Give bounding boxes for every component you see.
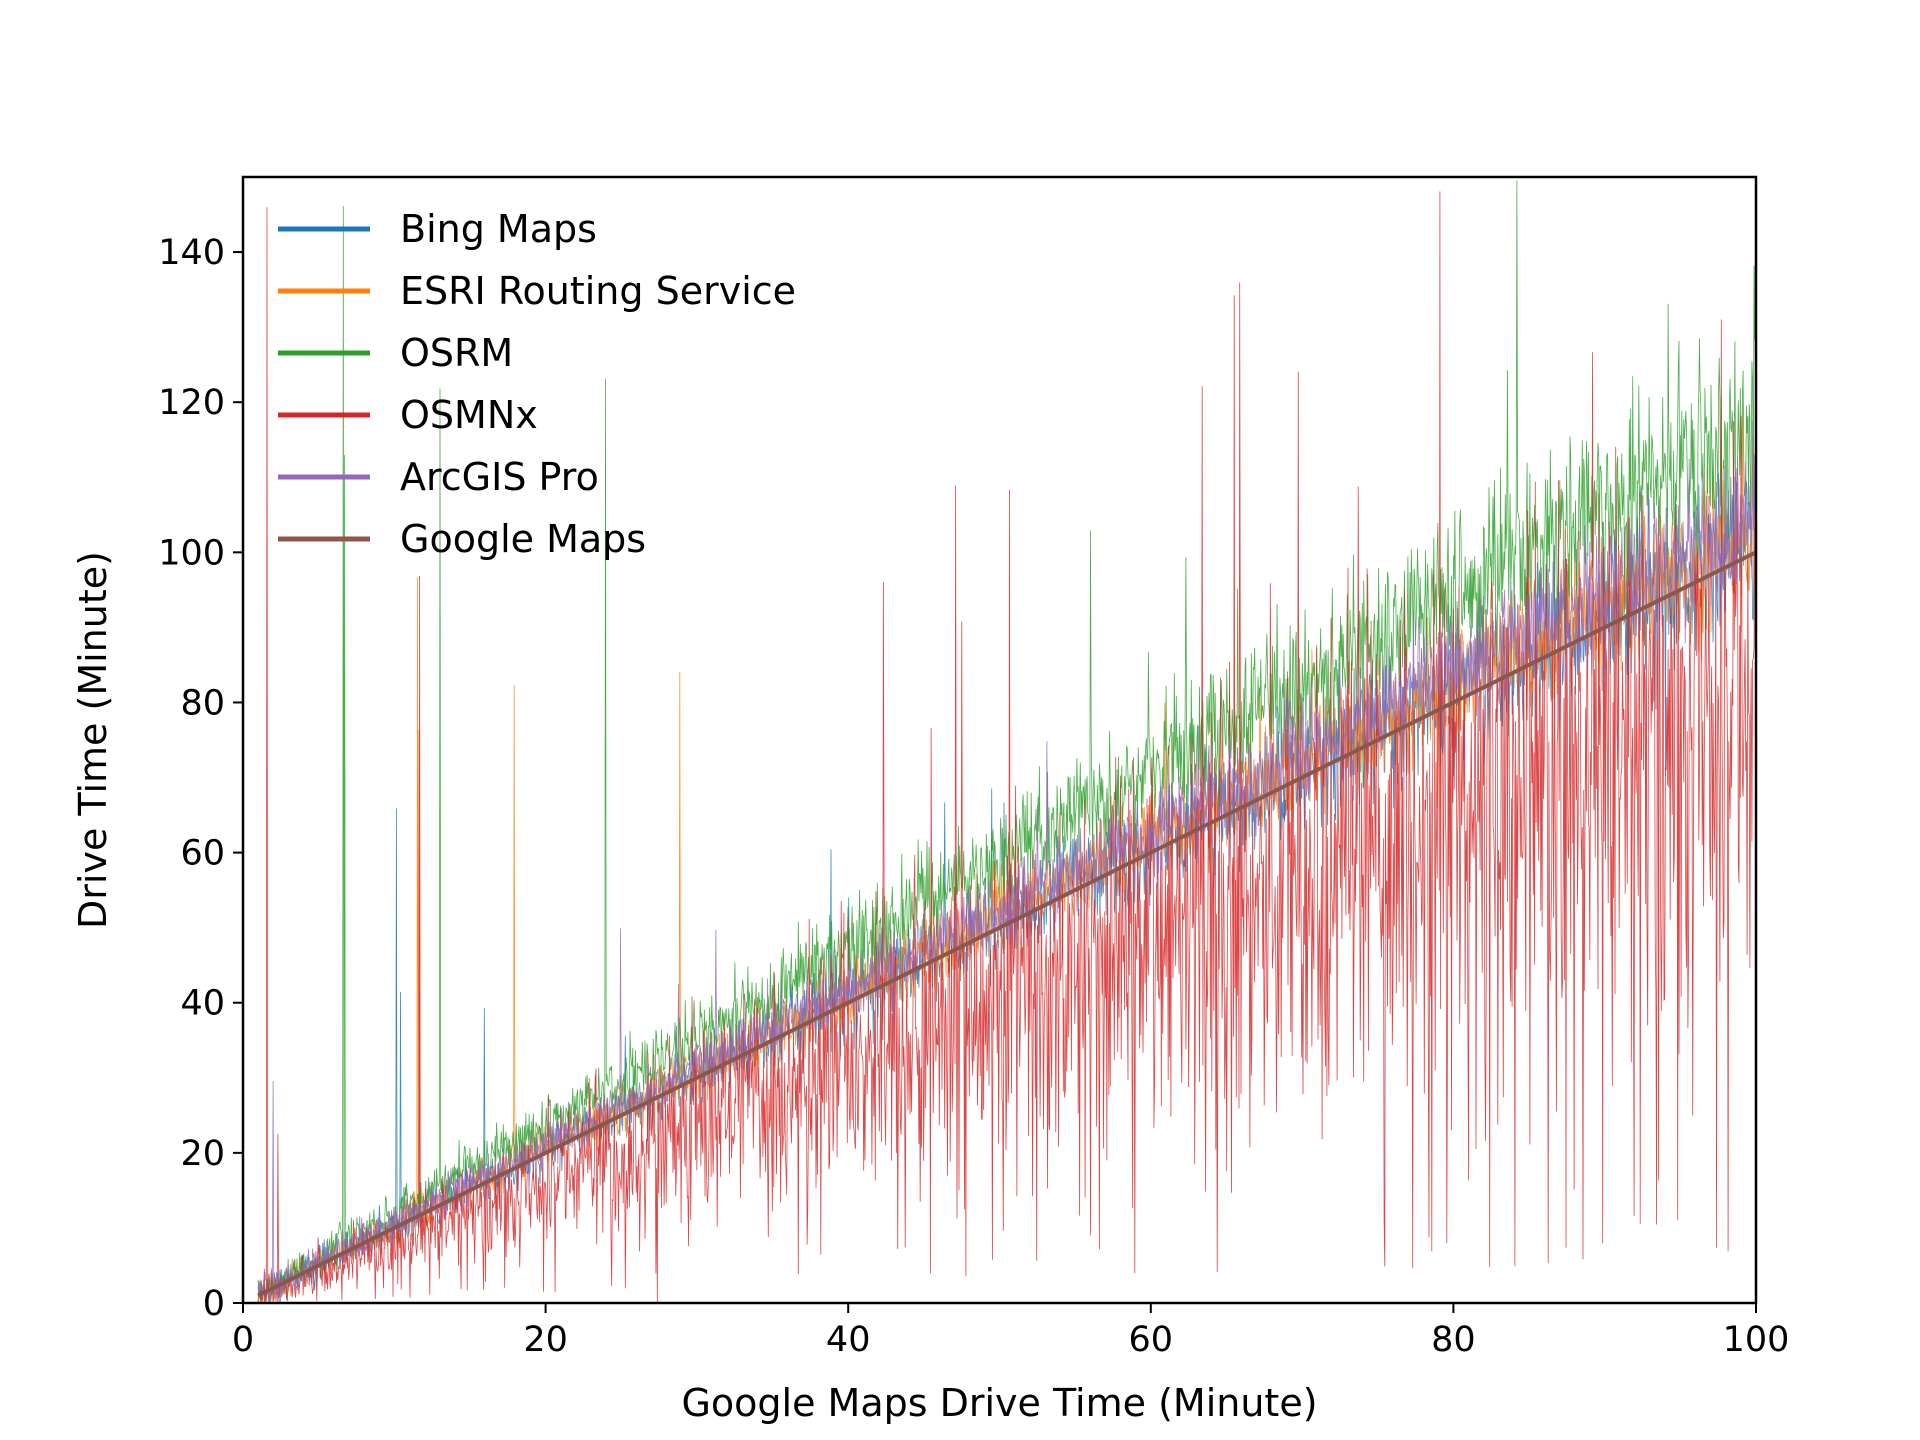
y-tick-label: 20	[180, 1134, 225, 1174]
legend-label: Bing Maps	[400, 207, 597, 251]
x-tick-label: 20	[523, 1320, 568, 1360]
x-axis-title: Google Maps Drive Time (Minute)	[681, 1381, 1317, 1425]
plot-area	[257, 180, 1756, 1303]
x-tick-label: 100	[1723, 1320, 1790, 1360]
legend-item-osrm: OSRM	[278, 331, 513, 375]
legend-label: ESRI Routing Service	[400, 269, 796, 313]
y-tick-label: 0	[203, 1284, 225, 1324]
legend-item-osmnx: OSMNx	[278, 393, 538, 437]
y-tick-label: 60	[180, 834, 225, 874]
y-tick-label: 140	[158, 233, 225, 273]
legend-item-esri-routing-service: ESRI Routing Service	[278, 269, 796, 313]
x-tick-label: 0	[232, 1320, 254, 1360]
legend-item-arcgis-pro: ArcGIS Pro	[278, 455, 599, 499]
legend-label: ArcGIS Pro	[400, 455, 599, 499]
legend: Bing Maps ESRI Routing Service OSRM OSMNx Ar…	[278, 207, 796, 561]
series-line-google-maps	[257, 550, 1756, 1298]
legend-item-bing-maps: Bing Maps	[278, 207, 597, 251]
axes-frame	[241, 175, 1758, 1305]
legend-label: OSMNx	[400, 393, 538, 437]
legend-label: OSRM	[400, 331, 513, 375]
legend-item-google-maps: Google Maps	[278, 517, 646, 561]
x-tick-label: 60	[1129, 1320, 1174, 1360]
y-axis-title: Drive Time (Minute)	[71, 551, 115, 929]
legend-label: Google Maps	[400, 517, 646, 561]
y-axis: 0 20 40 60 80 100 120 140	[158, 233, 243, 1324]
x-axis: 0 20 40 60 80 100	[232, 1303, 1790, 1360]
x-tick-label: 80	[1431, 1320, 1476, 1360]
y-tick-label: 120	[158, 383, 225, 423]
y-tick-label: 40	[180, 984, 225, 1024]
y-tick-label: 80	[180, 683, 225, 723]
y-tick-label: 100	[158, 533, 225, 573]
series-line-osmnx	[257, 191, 1756, 1303]
x-tick-label: 40	[826, 1320, 871, 1360]
